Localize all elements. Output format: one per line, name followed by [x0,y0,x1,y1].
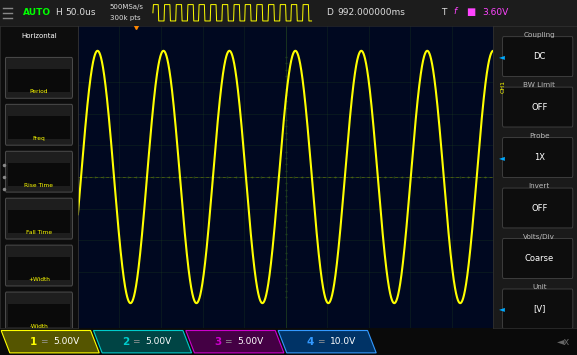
Text: 3.60V: 3.60V [482,8,508,17]
FancyBboxPatch shape [503,138,573,178]
Text: 50.0us: 50.0us [65,8,96,17]
Text: Probe: Probe [529,132,550,138]
Text: Invert: Invert [529,183,550,189]
Text: 500MSa/s: 500MSa/s [110,4,144,10]
Text: =: = [224,337,232,346]
Text: 300k pts: 300k pts [110,15,140,21]
Text: OFF: OFF [531,103,548,111]
FancyBboxPatch shape [503,37,573,77]
Text: 10.0V: 10.0V [330,337,356,346]
FancyBboxPatch shape [8,210,70,233]
Text: -Width: -Width [29,324,48,329]
FancyBboxPatch shape [8,116,70,139]
Text: Rise Time: Rise Time [24,183,54,188]
Text: AUTO: AUTO [23,8,51,17]
Text: =: = [317,337,324,346]
Text: 3: 3 [215,337,222,347]
Text: 2: 2 [122,337,130,347]
Text: Horizontal: Horizontal [21,33,57,39]
Text: ■: ■ [466,7,475,17]
Text: H: H [55,8,62,17]
FancyBboxPatch shape [5,245,73,286]
Text: ◄x: ◄x [557,337,570,347]
FancyBboxPatch shape [503,239,573,278]
FancyBboxPatch shape [5,58,73,98]
Text: D: D [326,8,333,17]
Text: =: = [40,337,47,346]
FancyBboxPatch shape [5,151,73,192]
FancyBboxPatch shape [8,163,70,186]
Text: ◄: ◄ [499,305,505,313]
Polygon shape [1,331,99,353]
Text: 5.00V: 5.00V [238,337,264,346]
Text: Period: Period [29,89,48,94]
FancyBboxPatch shape [8,304,70,327]
Text: OFF: OFF [531,203,548,213]
Text: 5.00V: 5.00V [53,337,79,346]
Text: f: f [453,7,456,16]
Text: 4: 4 [307,337,314,347]
FancyBboxPatch shape [8,70,70,92]
Text: ◄: ◄ [499,153,505,162]
FancyBboxPatch shape [503,188,573,228]
Text: 1: 1 [30,337,38,347]
Text: CH1: CH1 [501,95,507,107]
Text: 992.000000ms: 992.000000ms [338,8,406,17]
Text: ◄: ◄ [499,52,505,61]
Text: Unit: Unit [532,284,546,290]
Text: 1X: 1X [534,153,545,162]
Text: CH1: CH1 [501,80,506,93]
Text: Fall Time: Fall Time [26,230,52,235]
Text: Volts/Div: Volts/Div [523,234,555,240]
Text: 5.00V: 5.00V [145,337,171,346]
Text: BW Limit: BW Limit [523,82,555,88]
FancyBboxPatch shape [8,257,70,280]
FancyBboxPatch shape [5,104,73,145]
FancyBboxPatch shape [503,87,573,127]
Text: [V]: [V] [533,305,545,313]
Text: =: = [132,337,140,346]
FancyBboxPatch shape [5,292,73,333]
FancyBboxPatch shape [5,198,73,239]
Text: T: T [441,8,447,17]
Text: +Width: +Width [28,277,50,282]
Text: DC: DC [533,52,545,61]
FancyBboxPatch shape [503,289,573,329]
Text: Coupling: Coupling [523,32,555,38]
Polygon shape [278,331,376,353]
Text: Freq: Freq [32,136,46,141]
Text: Coarse: Coarse [524,254,554,263]
Polygon shape [93,331,192,353]
Polygon shape [186,331,284,353]
